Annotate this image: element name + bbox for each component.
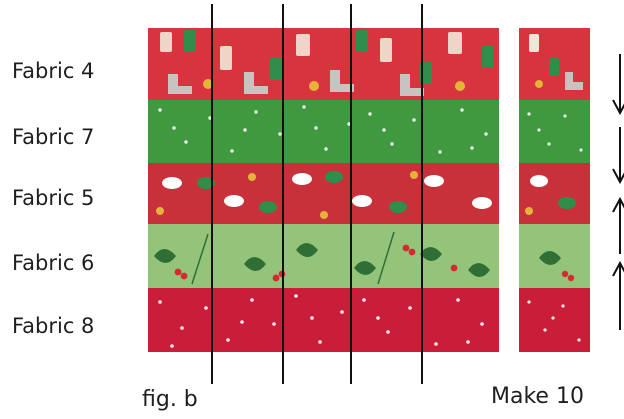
unit-fabric-7 [519,100,590,163]
cut-line [350,4,352,384]
make-count-caption: Make 10 [491,384,584,409]
cut-line [211,4,213,384]
arrow-up-icon [612,260,624,330]
unit-fabric-8 [519,288,590,352]
arrow-down-icon [612,54,624,116]
label-fabric-7: Fabric 7 [12,125,95,149]
strip-set-fabric-5 [148,163,499,224]
unit-fabric-5 [519,163,590,224]
arrow-up-icon [612,196,624,254]
strip-set-fabric-8 [148,288,499,352]
unit-fabric-6 [519,224,590,288]
figure-caption: fig. b [142,387,198,412]
strip-set-fabric-4 [148,28,499,100]
label-fabric-5: Fabric 5 [12,186,95,210]
strip-set-fabric-6 [148,224,499,288]
cut-line [421,4,423,384]
arrow-down-icon [612,127,624,185]
cut-line [282,4,284,384]
label-fabric-6: Fabric 6 [12,251,95,275]
label-fabric-8: Fabric 8 [12,314,95,338]
label-fabric-4: Fabric 4 [12,59,95,83]
unit-fabric-4 [519,28,590,100]
strip-set-fabric-7 [148,100,499,163]
